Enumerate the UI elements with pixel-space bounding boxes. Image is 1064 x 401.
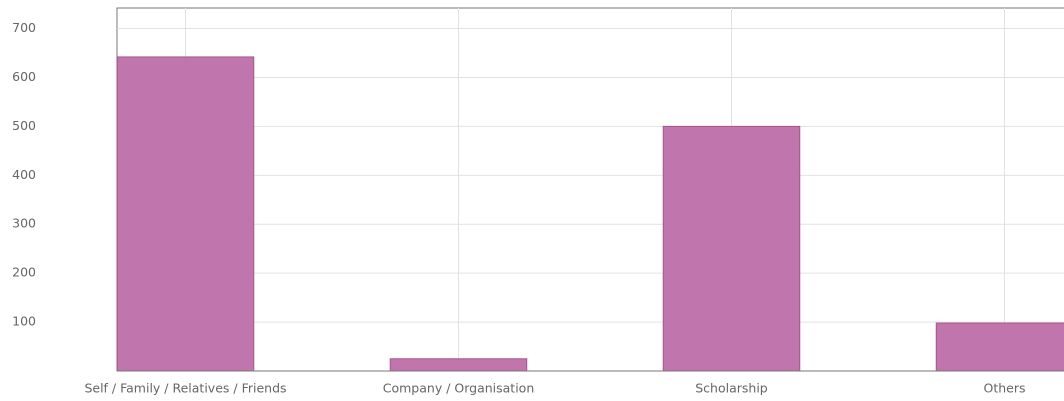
y-tick-label: 600 [12, 69, 36, 84]
x-tick-label: Scholarship [695, 381, 768, 396]
x-tick-label: Company / Organisation [383, 381, 535, 396]
bar [389, 358, 528, 372]
y-tick-label: 200 [12, 265, 36, 280]
y-tick-label: 400 [12, 167, 36, 182]
bar [662, 125, 801, 372]
x-tick-label: Self / Family / Relatives / Friends [84, 381, 286, 396]
bar [935, 322, 1064, 372]
bar [116, 56, 255, 372]
y-tick-label: 700 [12, 20, 36, 35]
y-tick-label: 500 [12, 118, 36, 133]
y-tick-label: 100 [12, 314, 36, 329]
plot-frame [116, 7, 1064, 372]
y-tick-label: 300 [12, 216, 36, 231]
x-tick-label: Others [983, 381, 1025, 396]
